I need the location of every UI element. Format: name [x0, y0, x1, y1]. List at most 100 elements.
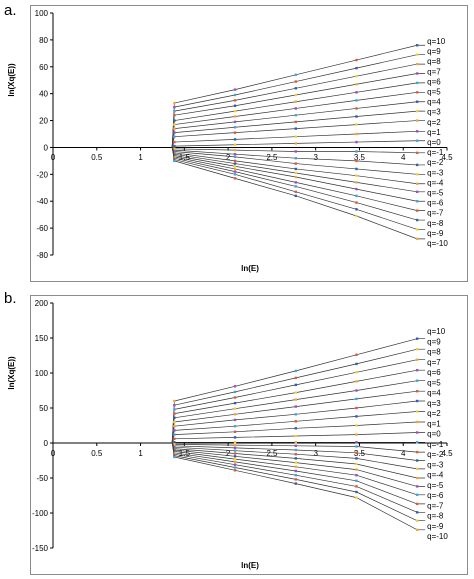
chart-a-x-tick-label: 1	[138, 153, 143, 162]
chart-b-y-axis-label: ln(Xq(E))	[7, 356, 16, 390]
chart-b-series-line	[174, 445, 426, 461]
chart-a-data-point	[415, 151, 419, 155]
chart-b-y-tick-label: -100	[32, 509, 49, 518]
chart-a-data-point	[233, 138, 237, 141]
chart-b-data-point	[173, 455, 176, 459]
chart-b-series-label: q=-6	[427, 491, 444, 500]
chart-b-series-label: q=-1	[427, 440, 444, 449]
chart-b-series-label: q=6	[427, 368, 441, 377]
chart-b-x-tick-label: 0.5	[91, 449, 103, 458]
chart-a-data-point	[355, 159, 358, 163]
chart-a-data-point	[415, 200, 419, 203]
chart-b-y-tick-label: -150	[32, 544, 49, 553]
chart-a-x-tick-label: 0.5	[91, 153, 103, 162]
chart-a-data-point	[233, 173, 237, 176]
chart-a-data-point	[173, 147, 176, 150]
chart-b-data-point	[173, 443, 176, 446]
chart-a-series-label: q=-9	[427, 229, 444, 238]
chart-a-data-point	[294, 73, 297, 77]
chart-b-data-point	[415, 450, 419, 454]
chart-b-data-point	[355, 389, 358, 392]
chart-a-data-point	[294, 181, 297, 184]
chart-a-data-point	[415, 62, 419, 66]
chart-a-series-line	[174, 159, 426, 230]
chart-b-series-label: q=3	[427, 399, 441, 408]
chart-a-series-label: q=-10	[427, 239, 448, 248]
chart-b-data-point	[415, 420, 419, 424]
chart-b-data-point	[233, 460, 237, 464]
chart-b-data-point	[355, 362, 358, 366]
chart-b-data-point	[233, 425, 237, 428]
chart-a-data-point	[173, 152, 176, 156]
chart-b-data-point	[173, 416, 176, 419]
chart-a-series-fan	[171, 147, 175, 161]
chart-a-series-label: q=8	[427, 57, 441, 66]
chart-b-series-label: q=2	[427, 409, 441, 418]
chart-a-data-point	[294, 80, 297, 83]
chart-b-data-point	[173, 408, 176, 411]
panel-b-label: b.	[4, 290, 17, 307]
chart-a-data-point	[355, 181, 358, 184]
chart-b-series-line	[174, 432, 426, 440]
chart-a-data-point	[355, 201, 358, 204]
chart-a-y-tick-label: -80	[36, 251, 48, 260]
chart-a-data-point	[233, 131, 237, 134]
chart-b-data-point	[294, 398, 297, 401]
chart-b-data-point	[173, 441, 176, 444]
chart-b-data-point	[173, 437, 176, 440]
chart-a-y-tick-label: 60	[39, 63, 48, 72]
chart-a-series-line	[174, 155, 426, 202]
chart-a-data-point	[355, 74, 358, 78]
chart-b-data-point	[355, 415, 358, 418]
chart-a-data-point	[355, 58, 358, 62]
chart-b-series-label: q=0	[427, 430, 441, 439]
chart-b-data-point	[294, 369, 297, 373]
chart-b-data-point	[415, 358, 419, 361]
chart-a-data-point	[415, 209, 419, 212]
chart-b-data-point	[173, 404, 176, 407]
chart-a-series-label: q=-4	[427, 178, 444, 187]
chart-b-data-point	[233, 469, 237, 472]
chart-b-data-point	[355, 371, 358, 374]
chart-b-data-point	[415, 511, 419, 514]
chart-a-data-point	[294, 113, 297, 117]
chart-b-series-line	[174, 449, 426, 487]
chart-b-data-point	[415, 485, 419, 488]
chart-b-x-tick-label: 4.5	[441, 449, 453, 458]
chart-b-data-point	[415, 459, 419, 462]
chart-a-data-point	[294, 162, 297, 165]
chart-a-data-point	[415, 173, 419, 176]
chart-a-y-axis-label: ln(Xq(E))	[7, 63, 16, 97]
chart-b-x-tick-label: 2.5	[266, 449, 278, 458]
chart-b-data-point	[294, 457, 297, 460]
chart-b-data-point	[173, 399, 176, 403]
chart-a-data-point	[355, 214, 358, 218]
chart-a-data-point	[173, 154, 176, 157]
chart-a-y-tick-label: -20	[36, 170, 48, 179]
chart-a-series-label: q=4	[427, 98, 441, 107]
chart-b-data-point	[355, 397, 358, 401]
chart-a-data-point	[233, 104, 237, 107]
chart-a-series-label: q=-5	[427, 189, 444, 198]
chart-a-series-label: q=7	[427, 67, 441, 76]
chart-b-data-point	[355, 468, 358, 471]
chart-b-series-label: q=4	[427, 389, 441, 398]
chart-a-data-point	[415, 109, 419, 113]
chart-b-series-label: q=8	[427, 348, 441, 357]
chart-b-series-line	[174, 411, 426, 431]
chart-b-data-point	[415, 493, 419, 496]
chart-b-series-line	[174, 390, 426, 423]
chart-b-data-point	[233, 443, 237, 447]
chart-b-data-point	[415, 476, 419, 480]
chart-a-series-line	[174, 148, 426, 154]
chart-a-x-tick-label: 2	[226, 153, 231, 162]
chart-a-series-label: q=-6	[427, 199, 444, 208]
chart-a-data-point	[173, 113, 176, 117]
chart-b-series-label: q=-4	[427, 471, 444, 480]
chart-b-data-point	[294, 444, 297, 447]
chart-a-series-label: q=0	[427, 138, 441, 147]
chart-a-data-point	[415, 228, 419, 231]
chart-a-data-point	[415, 100, 419, 103]
chart-a-data-point	[233, 152, 237, 156]
